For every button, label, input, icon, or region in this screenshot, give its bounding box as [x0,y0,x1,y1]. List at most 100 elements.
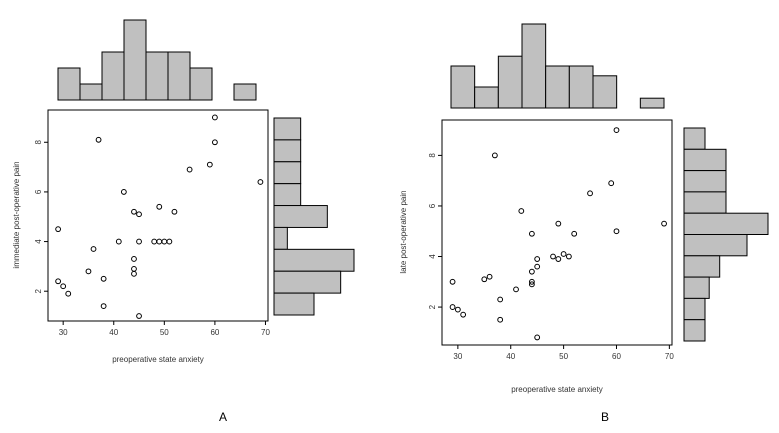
top-histogram-bar [450,65,476,109]
x-tick-label: 30 [59,328,68,337]
right-histogram-bar [273,226,288,250]
scatter-point [481,276,488,283]
scatter-point [528,268,535,275]
right-histogram-bar [273,161,302,185]
right-histogram-bar [683,234,748,257]
scatter-point [60,283,67,290]
scatter-point [528,230,535,237]
top-histogram-bar [639,97,665,109]
scatter-point [449,304,456,310]
scatter-point [115,238,122,245]
scatter-point [454,306,461,313]
x-axis-label: preoperative state anxiety [112,355,204,364]
scatter-point [90,246,97,252]
scatter-point [571,230,578,237]
scatter-point [534,256,541,262]
scatter-point [460,311,467,318]
scatter-point [528,278,535,285]
x-tick-label: 40 [506,352,515,361]
y-axis-label: immediate post-operative pain [12,161,21,268]
right-histogram-bar [683,191,727,214]
panel-label: A [219,410,227,424]
scatter-point [211,114,218,121]
x-tick-label: 50 [160,328,169,337]
scatter-point [161,238,168,245]
top-histogram-bar [123,19,147,101]
top-histogram-bar [521,23,547,109]
y-axis: 2 4 6 8 [428,153,442,309]
panel-a: 30 40 50 60 70 2 4 6 8 preoperative state anxie… [12,19,355,424]
top-histogram-bar [497,55,523,109]
scatter-point [131,265,137,272]
scatter-point [85,268,92,275]
x-axis-label: preoperative state anxiety [511,385,603,394]
scatter-point [136,238,142,245]
scatter-point [131,208,137,215]
panel-b: 30 40 50 60 70 2 4 6 8 preoperative state anxie… [399,23,769,424]
x-tick-label: 60 [210,328,219,337]
y-axis: 2 4 6 8 [34,139,48,293]
scatter-point [555,220,562,227]
scatter-point [206,161,213,168]
scatter-point [55,226,62,233]
top-histogram-bar [592,75,618,109]
right-histogram-bar [683,297,706,321]
scatter-point [131,270,137,277]
top-histogram-bar [79,83,103,101]
y-tick-label: 6 [34,189,43,194]
scatter-points [55,114,264,319]
right-histogram-bar [273,139,302,163]
y-tick-label: 2 [34,288,43,293]
right-histogram [683,127,769,342]
panel-label: B [601,410,609,424]
scatter-point [587,190,593,197]
top-histogram [450,23,665,109]
top-histogram-bar [57,67,81,101]
top-histogram [57,19,257,101]
right-histogram [273,117,355,316]
scatter-point [55,278,62,285]
right-histogram-bar [683,212,769,235]
scatter-point [560,251,567,257]
y-tick-label: 4 [34,239,43,244]
scatter-point [151,238,158,245]
scatter-point [211,139,218,146]
scatter-point [565,253,572,260]
scatter-point [120,189,127,195]
right-histogram-bar [683,127,706,150]
right-histogram-bar [273,248,355,272]
scatter-point [95,136,102,143]
top-histogram-bar [568,65,594,109]
right-histogram-bar [683,170,727,193]
right-histogram-bar [683,255,721,278]
right-histogram-bar [273,292,315,316]
x-tick-label: 70 [665,352,674,361]
scatter-point [257,179,264,185]
top-histogram-bar [474,86,499,109]
y-tick-label: 8 [34,139,43,144]
scatter-point [100,303,107,310]
scatter-point [186,166,193,173]
scatter-point [166,238,173,245]
scatter-point [608,180,615,187]
x-tick-label: 40 [109,328,118,337]
y-axis-label: late post-operative pain [399,190,408,273]
scatter-point [136,211,142,218]
right-histogram-bar [683,319,706,342]
scatter-point [491,152,498,159]
y-tick-label: 8 [428,153,437,158]
scatter-point [518,208,525,214]
top-histogram-bar [167,51,191,101]
scatter-point [156,238,163,245]
x-tick-label: 50 [559,352,568,361]
x-axis: 30 40 50 60 70 [453,345,674,361]
top-histogram-bar [145,51,169,101]
right-histogram-bar [683,148,727,172]
plot-frame [441,119,673,346]
x-axis: 30 40 50 60 70 [59,321,270,337]
y-tick-label: 2 [428,304,437,309]
right-histogram-bar [683,276,710,299]
scatter-point [513,286,519,293]
scatter-points [449,127,667,341]
